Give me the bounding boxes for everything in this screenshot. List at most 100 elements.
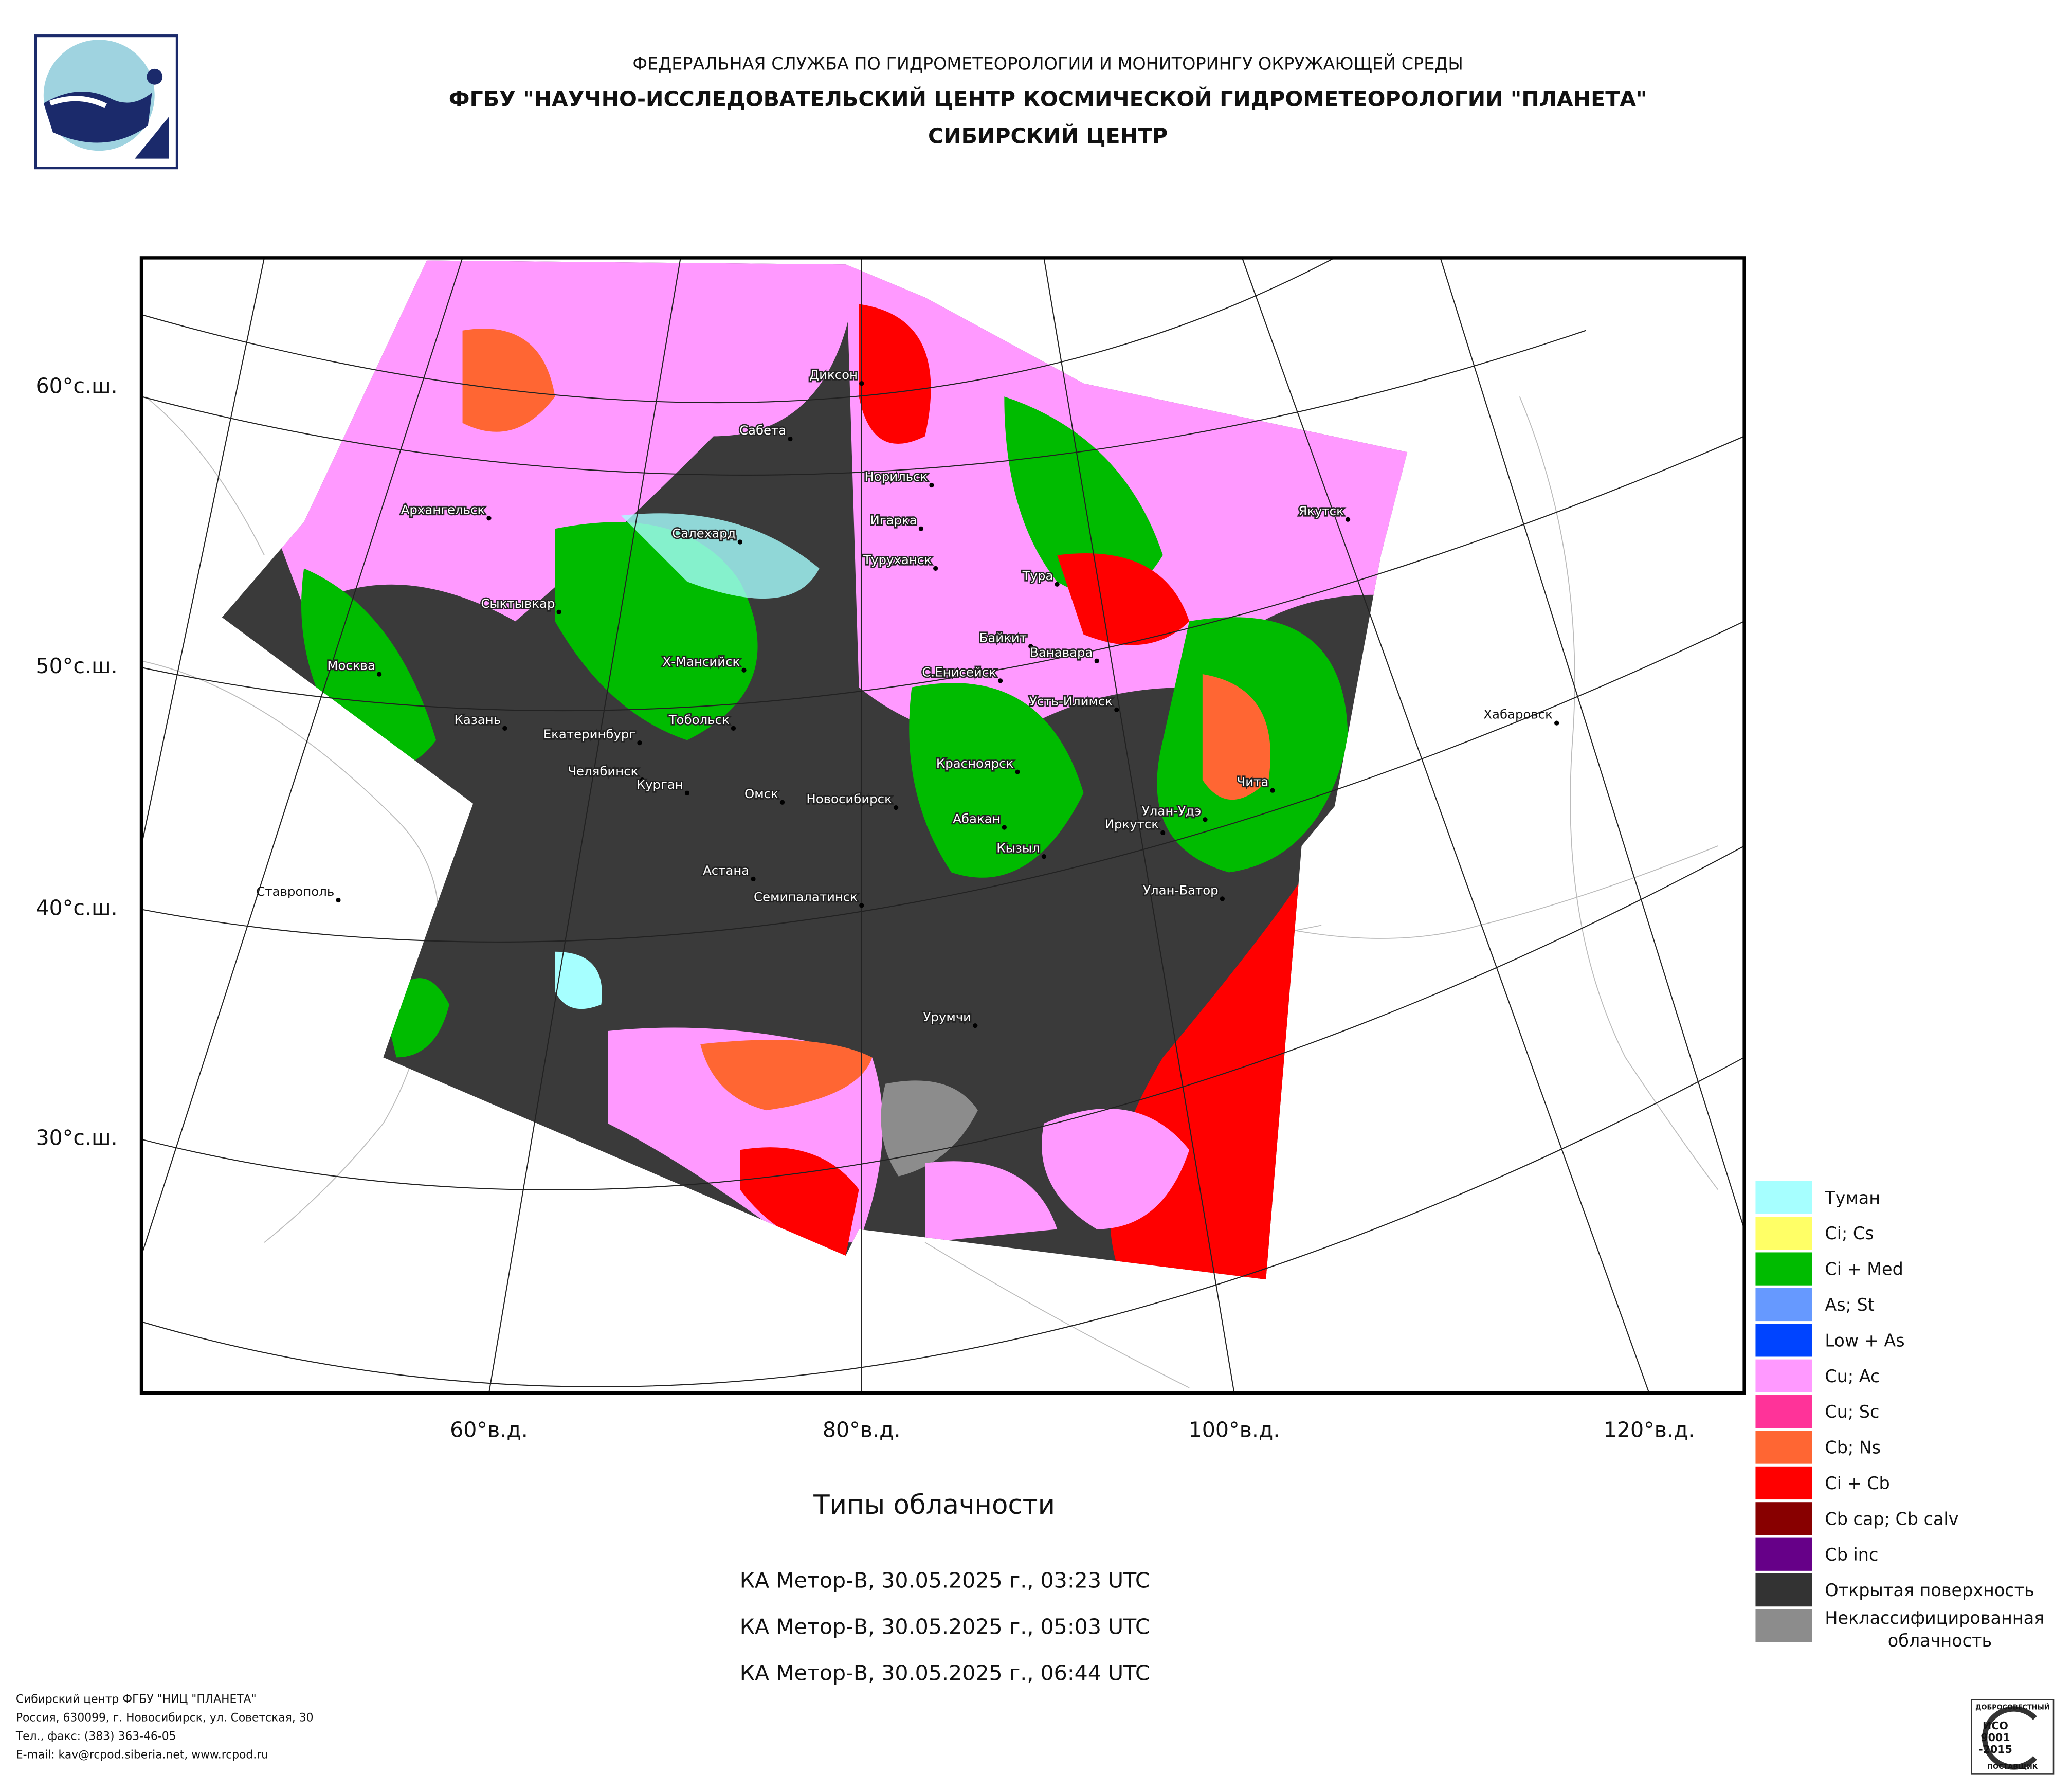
legend-label: Неклассифицированная xyxy=(1825,1608,2044,1628)
city-label: Красноярск xyxy=(936,756,1013,771)
badge-text: -2015 xyxy=(1978,1743,2012,1756)
city-label: Урумчи xyxy=(923,1009,972,1024)
legend-swatch xyxy=(1754,1322,1814,1359)
legend-swatch xyxy=(1754,1394,1814,1430)
header-branch: СИБИРСКИЙ ЦЕНТР xyxy=(928,124,1168,149)
city-dot xyxy=(1345,517,1351,522)
lon-label: 120°в.д. xyxy=(1604,1418,1695,1442)
lat-label: 60°с.ш. xyxy=(35,373,117,398)
city-dot xyxy=(788,436,793,442)
footer-line: E-mail: kav@rcpod.siberia.net, www.rcpod… xyxy=(16,1748,268,1761)
city-label: Ванавара xyxy=(1030,645,1093,660)
city-label: Иркутск xyxy=(1105,817,1159,831)
map-title: Типы облачности xyxy=(813,1490,1055,1521)
city-label: Игарка xyxy=(870,513,917,528)
city-label: Тобольск xyxy=(668,712,730,727)
city-label: Казань xyxy=(455,712,501,727)
legend-label: Открытая поверхность xyxy=(1825,1580,2034,1600)
city-dot xyxy=(1041,854,1047,859)
city-label: Якутск xyxy=(1298,503,1344,518)
city-dot xyxy=(336,897,341,903)
city-label: Омск xyxy=(744,786,778,801)
lat-label: 40°с.ш. xyxy=(35,895,117,920)
city-dot xyxy=(1002,825,1007,830)
city-dot xyxy=(751,876,756,881)
badge-text: ДОБРОСОВЕСТНЫЙ xyxy=(1975,1703,2049,1711)
lon-label: 60°в.д. xyxy=(450,1418,528,1442)
legend-swatch xyxy=(1754,1536,1814,1572)
legend-swatch xyxy=(1754,1429,1814,1466)
city-label: Салехард xyxy=(672,526,736,541)
city-dot xyxy=(741,667,747,673)
city-dot xyxy=(997,678,1003,683)
city-dot xyxy=(779,800,785,805)
city-label: Хабаровск xyxy=(1483,707,1553,722)
legend-swatch xyxy=(1754,1180,1814,1216)
footer-line: Сибирский центр ФГБУ "НИЦ "ПЛАНЕТА" xyxy=(16,1693,257,1706)
legend-swatch xyxy=(1754,1215,1814,1251)
legend-label: Low + As xyxy=(1825,1330,1904,1350)
badge-text: ИСО xyxy=(1983,1720,2008,1732)
city-dot xyxy=(377,672,382,677)
city-label: Усть-Илимск xyxy=(1029,694,1113,709)
lon-label: 100°в.д. xyxy=(1189,1418,1280,1442)
footer: Сибирский центр ФГБУ "НИЦ "ПЛАНЕТА" Росси… xyxy=(15,1693,314,1761)
city-dot xyxy=(1055,582,1060,587)
city-label: Семипалатинск xyxy=(754,889,858,904)
legend: Туман Ci; Cs Ci + Med As; St Low + As Cu; Ac C… xyxy=(1754,1180,2044,1651)
city-dot xyxy=(929,482,934,488)
city-dot xyxy=(933,566,938,571)
city-label: Норильск xyxy=(864,469,928,484)
city-label: Екатеринбург xyxy=(543,727,635,741)
city-label: Астана xyxy=(703,863,749,878)
axis-labels: 60°с.ш. 50°с.ш. 40°с.ш. 30°с.ш. 60°в.д. 80°в.… xyxy=(35,373,1695,1442)
city-dot xyxy=(1270,788,1275,793)
city-label: Москва xyxy=(327,658,375,673)
city-label: Челябинск xyxy=(568,764,638,779)
city-label: Диксон xyxy=(809,367,858,382)
legend-label: Cu; Ac xyxy=(1825,1366,1880,1386)
graticule xyxy=(141,258,1744,1394)
city-dot xyxy=(1015,769,1020,774)
city-dot xyxy=(859,381,864,386)
city-dot xyxy=(556,609,561,614)
lon-label: 80°в.д. xyxy=(823,1418,901,1442)
city-label: Чита xyxy=(1237,774,1269,789)
city-label: Новосибирск xyxy=(806,791,892,806)
city-label: Архангельск xyxy=(401,502,485,517)
city-label: Абакан xyxy=(953,811,1000,826)
legend-label: Ci + Med xyxy=(1825,1259,1903,1279)
city-label: Улан-Удэ xyxy=(1142,803,1201,818)
legend-label: облачность xyxy=(1888,1631,1992,1651)
pass-caption: КА Метор-B, 30.05.2025 г., 06:44 UTC xyxy=(740,1661,1150,1686)
city-dot xyxy=(1203,817,1208,822)
city-label: С.Енисейск xyxy=(922,664,996,679)
legend-label: Ci; Cs xyxy=(1825,1223,1874,1243)
city-dot xyxy=(918,526,924,531)
city-dot xyxy=(737,539,742,545)
badge-text: ПОСТАВЩИК xyxy=(1987,1763,2038,1771)
legend-label: Cb inc xyxy=(1825,1545,1878,1565)
legend-label: Ci + Cb xyxy=(1825,1473,1889,1493)
city-dot xyxy=(502,726,507,731)
city-label: Сабета xyxy=(739,423,786,438)
lat-label: 30°с.ш. xyxy=(35,1126,117,1150)
city-label: Байкит xyxy=(979,630,1027,645)
legend-label: Туман xyxy=(1824,1188,1880,1208)
city-label: Х-Мансийск xyxy=(662,654,740,669)
city-label: Ставрополь xyxy=(256,884,334,899)
city-dot xyxy=(640,777,645,783)
satellite-swath xyxy=(222,260,1408,1280)
footer-line: Тел., факс: (383) 363-46-05 xyxy=(15,1730,176,1743)
city-dot xyxy=(859,903,864,908)
legend-label: As; St xyxy=(1825,1295,1874,1315)
city-label: Кызыл xyxy=(996,840,1040,855)
city-dot xyxy=(1094,658,1099,663)
city-label: Улан-Батор xyxy=(1143,883,1219,898)
header-center: ФГБУ "НАУЧНО-ИССЛЕДОВАТЕЛЬСКИЙ ЦЕНТР КОС… xyxy=(449,87,1647,112)
pass-caption: КА Метор-B, 30.05.2025 г., 03:23 UTC xyxy=(740,1568,1150,1593)
lat-label: 50°с.ш. xyxy=(35,654,117,678)
